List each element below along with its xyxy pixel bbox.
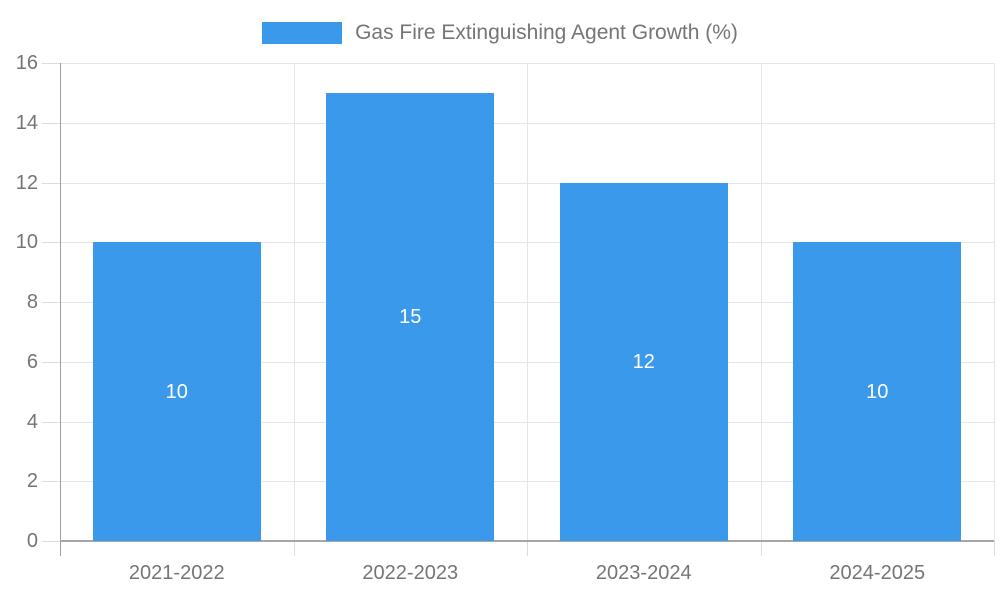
bar-2022-2023[interactable]: [326, 92, 495, 541]
y-axis-tick-label: 10: [15, 231, 38, 254]
y-axis-tick-label: 14: [15, 111, 38, 134]
bar-value-label: 12: [632, 350, 655, 373]
y-axis-tick: [42, 481, 60, 483]
legend-swatch-icon: [262, 22, 343, 44]
y-axis-tick-label: 2: [26, 470, 38, 493]
y-axis-tick-label: 12: [15, 171, 38, 194]
bar-value-label: 10: [866, 380, 889, 403]
bar-value-label: 15: [399, 305, 422, 328]
y-axis-tick: [42, 63, 60, 64]
x-axis-tick: [760, 541, 762, 556]
y-axis-tick: [42, 541, 60, 542]
y-axis-tick: [42, 122, 60, 124]
x-axis-tick: [527, 541, 528, 556]
y-axis-tick-label: 8: [26, 291, 38, 313]
legend: Gas Fire Extinguishing Agent Growth (%): [0, 18, 1000, 48]
x-axis-category-label: 2021-2022: [128, 562, 225, 584]
gridline-vertical: [760, 63, 762, 541]
y-axis-tick-label: 16: [15, 52, 38, 74]
y-axis-tick-label: 0: [26, 530, 38, 552]
y-axis-tick-label: 4: [26, 410, 38, 433]
y-axis-tick: [42, 302, 60, 303]
y-axis-line: [60, 63, 61, 556]
x-axis-tick: [994, 541, 995, 556]
legend-label: Gas Fire Extinguishing Agent Growth (%): [355, 21, 738, 44]
gridline-vertical: [293, 63, 295, 541]
gridline-vertical: [527, 63, 528, 541]
y-axis-tick: [42, 361, 60, 363]
y-axis-tick-label: 6: [26, 350, 38, 373]
x-axis-category-label: 2023-2024: [595, 562, 692, 584]
x-axis-category-label: 2022-2023: [362, 562, 459, 584]
y-axis-tick: [42, 182, 60, 184]
gridline-vertical: [994, 63, 995, 541]
x-axis-baseline: [60, 540, 994, 542]
y-axis-tick: [42, 421, 60, 423]
bar-2021-2022[interactable]: [92, 242, 261, 541]
bar-2023-2024[interactable]: [559, 182, 728, 541]
x-axis-tick: [293, 541, 295, 556]
bar-2024-2025[interactable]: [793, 242, 962, 541]
x-axis-category-label: 2024-2025: [829, 562, 926, 584]
bar-value-label: 10: [165, 380, 188, 403]
y-axis-tick: [42, 242, 60, 244]
